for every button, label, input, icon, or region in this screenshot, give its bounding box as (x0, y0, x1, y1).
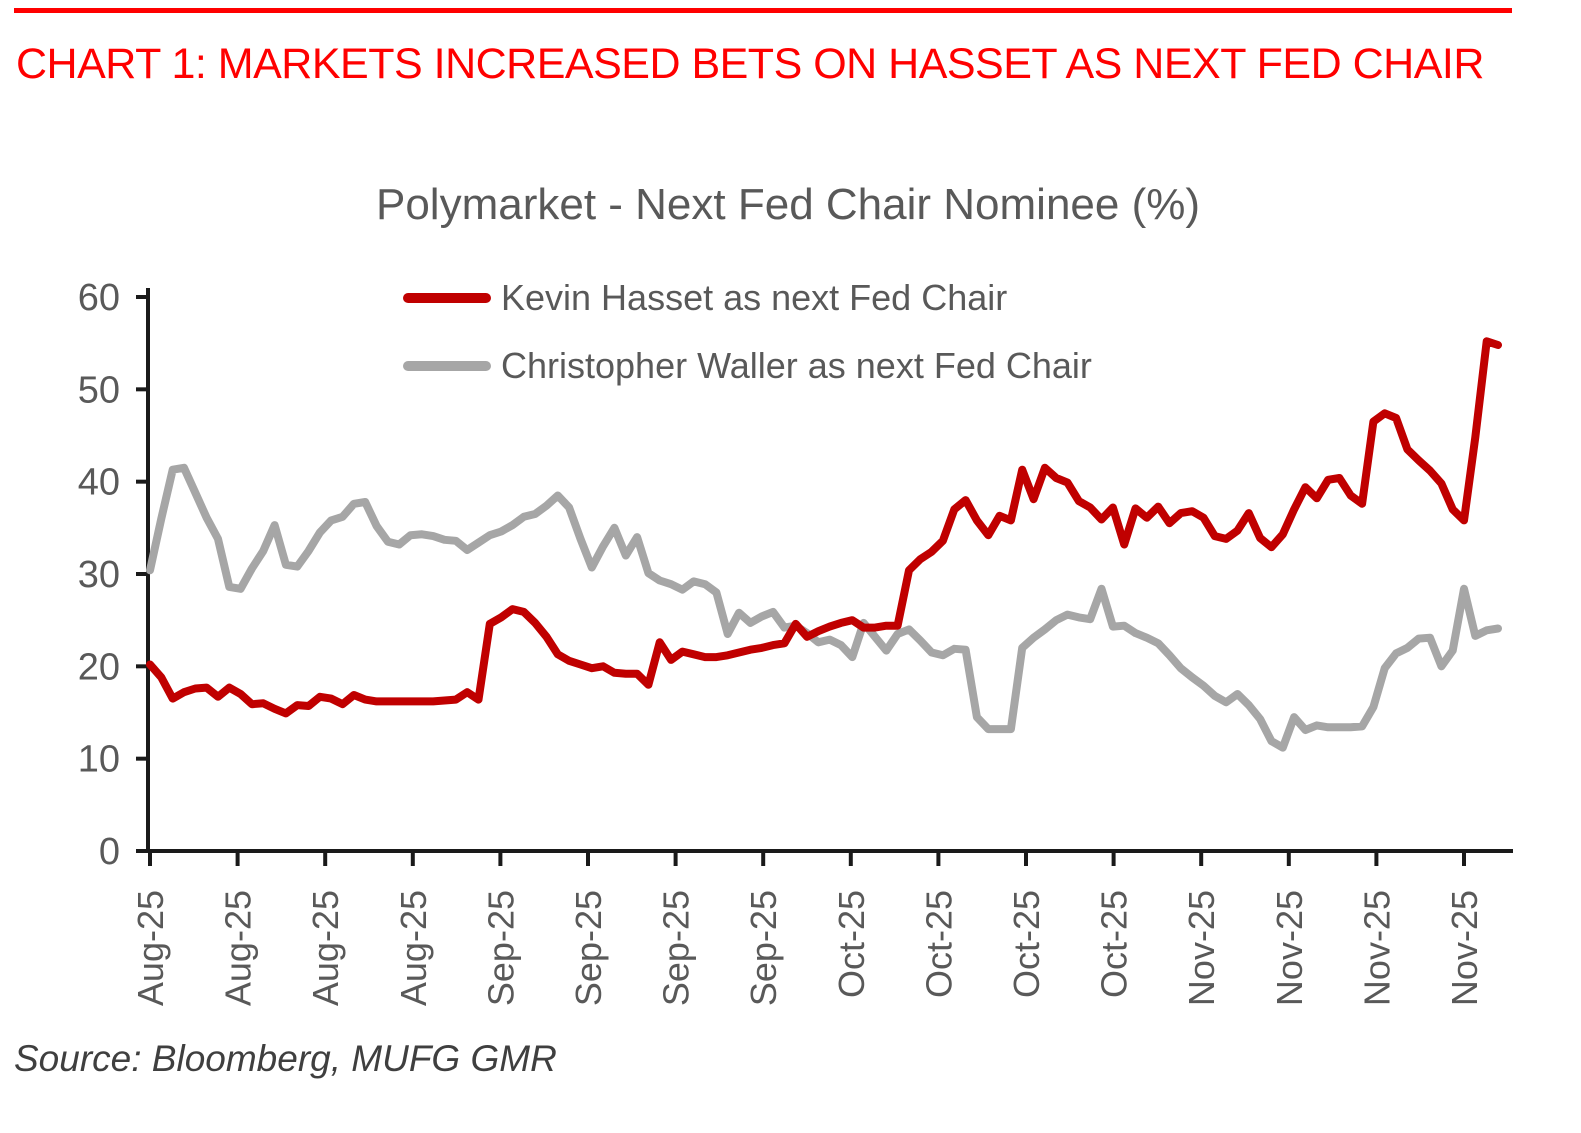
legend-label-hasset: Kevin Hasset as next Fed Chair (501, 277, 1008, 318)
legend-item-waller: Christopher Waller as next Fed Chair (403, 345, 1092, 386)
x-tick-label: Nov-25 (1269, 890, 1310, 1006)
x-tick-label: Aug-25 (218, 890, 259, 1006)
chart-title: Polymarket - Next Fed Chair Nominee (%) (375, 180, 1201, 229)
x-tick-label: Nov-25 (1181, 890, 1222, 1006)
x-tick-label: Oct-25 (1006, 890, 1047, 998)
y-tick-label: 40 (78, 462, 120, 504)
waller-line-swatch (403, 361, 491, 371)
legend-label-waller: Christopher Waller as next Fed Chair (501, 345, 1092, 386)
page-title: CHART 1: MARKETS INCREASED BETS ON HASSE… (16, 40, 1484, 88)
y-tick-label: 50 (78, 369, 120, 411)
y-tick-label: 0 (99, 831, 120, 873)
x-tick-label: Nov-25 (1356, 890, 1397, 1006)
hasset-line (146, 337, 1502, 718)
x-tick-label: Aug-25 (305, 890, 346, 1006)
waller-line (146, 463, 1502, 752)
x-tick-label: Oct-25 (1094, 890, 1135, 998)
source-note: Source: Bloomberg, MUFG GMR (14, 1038, 557, 1079)
hasset-line-swatch (403, 293, 491, 303)
legend-item-hasset: Kevin Hasset as next Fed Chair (403, 277, 1092, 318)
y-tick-label: 30 (78, 554, 120, 596)
y-tick-label: 60 (78, 277, 120, 319)
x-tick-label: Sep-25 (568, 890, 609, 1006)
top-rule (14, 8, 1512, 13)
x-tick-label: Sep-25 (480, 890, 521, 1006)
x-tick-label: Oct-25 (918, 890, 959, 998)
legend: Kevin Hasset as next Fed Chair Christoph… (403, 277, 1092, 416)
x-tick-label: Oct-25 (831, 890, 872, 998)
y-tick-label: 20 (78, 646, 120, 688)
x-tick-label: Nov-25 (1444, 890, 1485, 1006)
x-tick-label: Aug-25 (130, 890, 171, 1006)
x-tick-label: Sep-25 (656, 890, 697, 1006)
y-tick-label: 10 (78, 739, 120, 781)
x-tick-label: Sep-25 (743, 890, 784, 1006)
x-tick-label: Aug-25 (393, 890, 434, 1006)
